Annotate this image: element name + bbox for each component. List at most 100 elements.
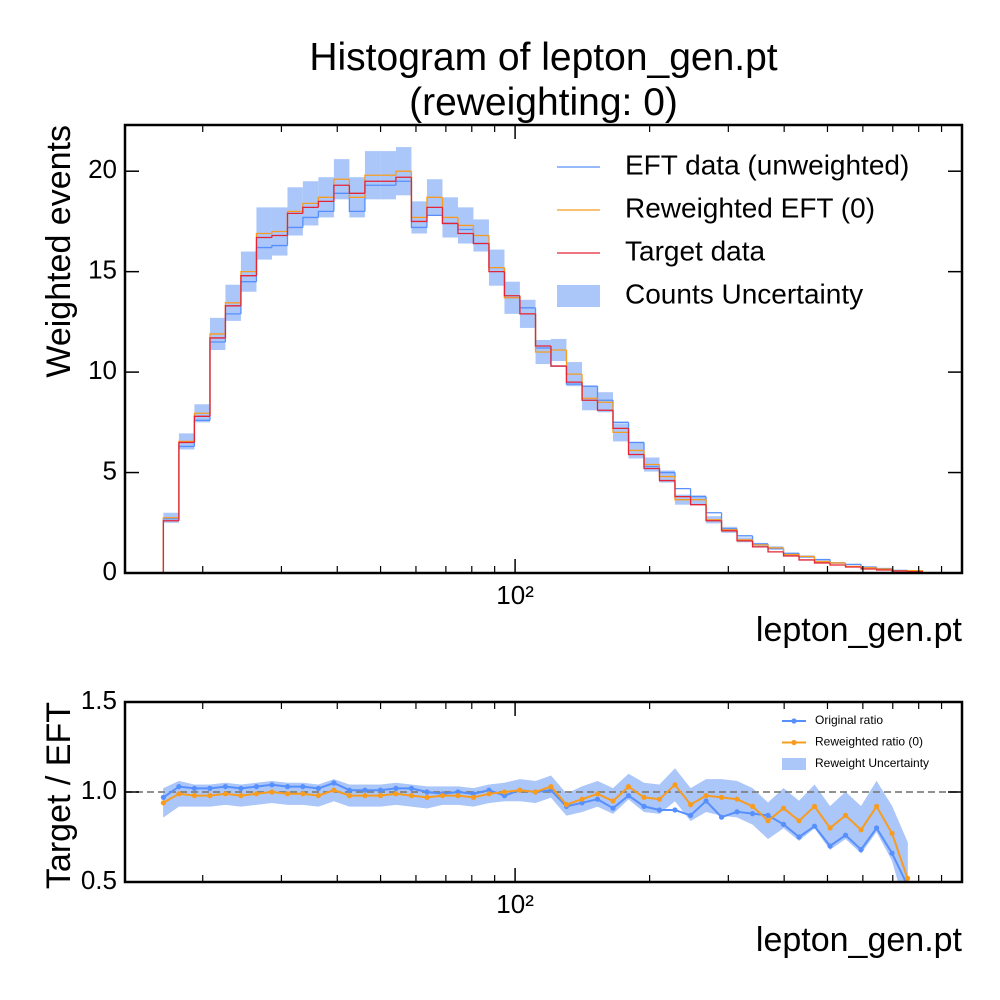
- ratio-point: [315, 793, 321, 799]
- histogram-step: [612, 410, 629, 430]
- histogram-step: [410, 177, 427, 223]
- ratio-point: [904, 875, 911, 882]
- histogram-step: [302, 216, 319, 228]
- histogram-step: [503, 271, 520, 297]
- histogram-step: [457, 223, 474, 235]
- ratio-point: [703, 798, 709, 804]
- ratio-point: [858, 847, 864, 853]
- histogram-step: [224, 305, 241, 338]
- histogram-step: [271, 234, 288, 238]
- ratio-point: [842, 832, 849, 838]
- histogram-step: [534, 313, 551, 347]
- histogram-step: [705, 504, 722, 522]
- histogram-step: [317, 200, 334, 208]
- histogram-step: [348, 185, 365, 194]
- ratio-point: [501, 793, 508, 799]
- ratio-point: [811, 823, 818, 829]
- ratio-point: [517, 787, 523, 793]
- ratio-point: [501, 789, 508, 795]
- ratio-point: [424, 789, 430, 795]
- ratio-point: [610, 798, 616, 804]
- axes-frame: [123, 123, 964, 575]
- ratio-point: [393, 785, 399, 792]
- legend-swatch: [557, 285, 600, 307]
- y-axis-label: Weighted events: [40, 125, 78, 378]
- histogram-step: [271, 244, 288, 248]
- histogram-step: [178, 445, 195, 519]
- ratio-point: [160, 800, 166, 806]
- histogram-step: [643, 454, 660, 470]
- ratio-point: [331, 780, 337, 786]
- ratio-point: [176, 791, 182, 797]
- ratio-point: [191, 793, 197, 799]
- ratio-point: [253, 791, 260, 797]
- histogram-step: [875, 568, 893, 571]
- ratio-point: [718, 814, 725, 820]
- legend-label: Reweighted EFT (0): [625, 192, 875, 223]
- histogram-step: [441, 207, 458, 225]
- legend-label: EFT data (unweighted): [625, 149, 909, 180]
- histogram-step: [209, 337, 226, 417]
- histogram-step: [829, 561, 846, 564]
- histogram-step: [844, 562, 862, 566]
- ratio-point: [749, 803, 756, 810]
- ratio-point: [269, 782, 275, 788]
- histogram-step: [736, 528, 753, 537]
- ratio-point: [548, 784, 554, 790]
- ratio-point: [532, 789, 539, 795]
- ratio-point: [207, 793, 213, 799]
- histogram-step: [720, 520, 738, 532]
- ratio-point: [765, 818, 771, 824]
- ratio-point: [796, 834, 802, 840]
- histogram-step: [178, 441, 195, 521]
- histogram-step: [193, 415, 210, 443]
- histogram-step: [844, 564, 862, 568]
- ratio-point: [300, 784, 306, 790]
- ratio-point: [905, 883, 910, 888]
- histogram-step: [193, 419, 210, 447]
- histogram-step: [348, 193, 365, 213]
- histogram-step: [255, 236, 272, 276]
- ratio-point: [827, 843, 833, 849]
- histogram-step: [395, 176, 412, 182]
- ratio-point: [656, 796, 663, 802]
- ratio-point: [687, 802, 694, 808]
- histogram-step: [472, 233, 489, 245]
- ratio-point: [207, 785, 213, 792]
- legend-label: Reweight Uncertainty: [815, 756, 929, 770]
- histogram-step: [906, 570, 924, 573]
- ratio-point: [641, 803, 647, 810]
- ratio-point: [315, 785, 321, 792]
- histogram-step: [240, 275, 257, 306]
- histogram-step: [627, 428, 645, 456]
- histogram-step: [286, 212, 303, 236]
- ratio-point: [858, 827, 864, 833]
- legend-label: Reweighted ratio (0): [815, 735, 923, 749]
- histogram-step: [798, 555, 815, 561]
- ratio-point: [796, 818, 802, 824]
- ratio-point: [765, 812, 771, 819]
- histogram-step: [860, 566, 877, 570]
- ratio-point: [377, 787, 384, 793]
- histogram-step: [829, 562, 846, 566]
- histogram-step: [364, 180, 381, 194]
- ratio-point: [718, 794, 725, 801]
- ratio-point: [176, 784, 182, 790]
- y-tick-label: 1.5: [81, 685, 117, 715]
- legend-label: Original ratio: [815, 713, 883, 727]
- histogram-step: [891, 568, 908, 572]
- ratio-point: [579, 800, 585, 806]
- histogram-step: [813, 556, 831, 561]
- y-axis-label: Target / EFT: [40, 702, 78, 889]
- histogram-step: [767, 546, 784, 553]
- histogram-step: [813, 559, 831, 564]
- histogram-step: [333, 184, 350, 202]
- ratio-point: [362, 793, 368, 799]
- ratio-point: [238, 793, 244, 799]
- histogram-step: [674, 480, 691, 498]
- ratio-point: [486, 791, 492, 797]
- ratio-point: [811, 803, 818, 810]
- ratio-point: [687, 812, 694, 819]
- ratio-point: [222, 791, 229, 797]
